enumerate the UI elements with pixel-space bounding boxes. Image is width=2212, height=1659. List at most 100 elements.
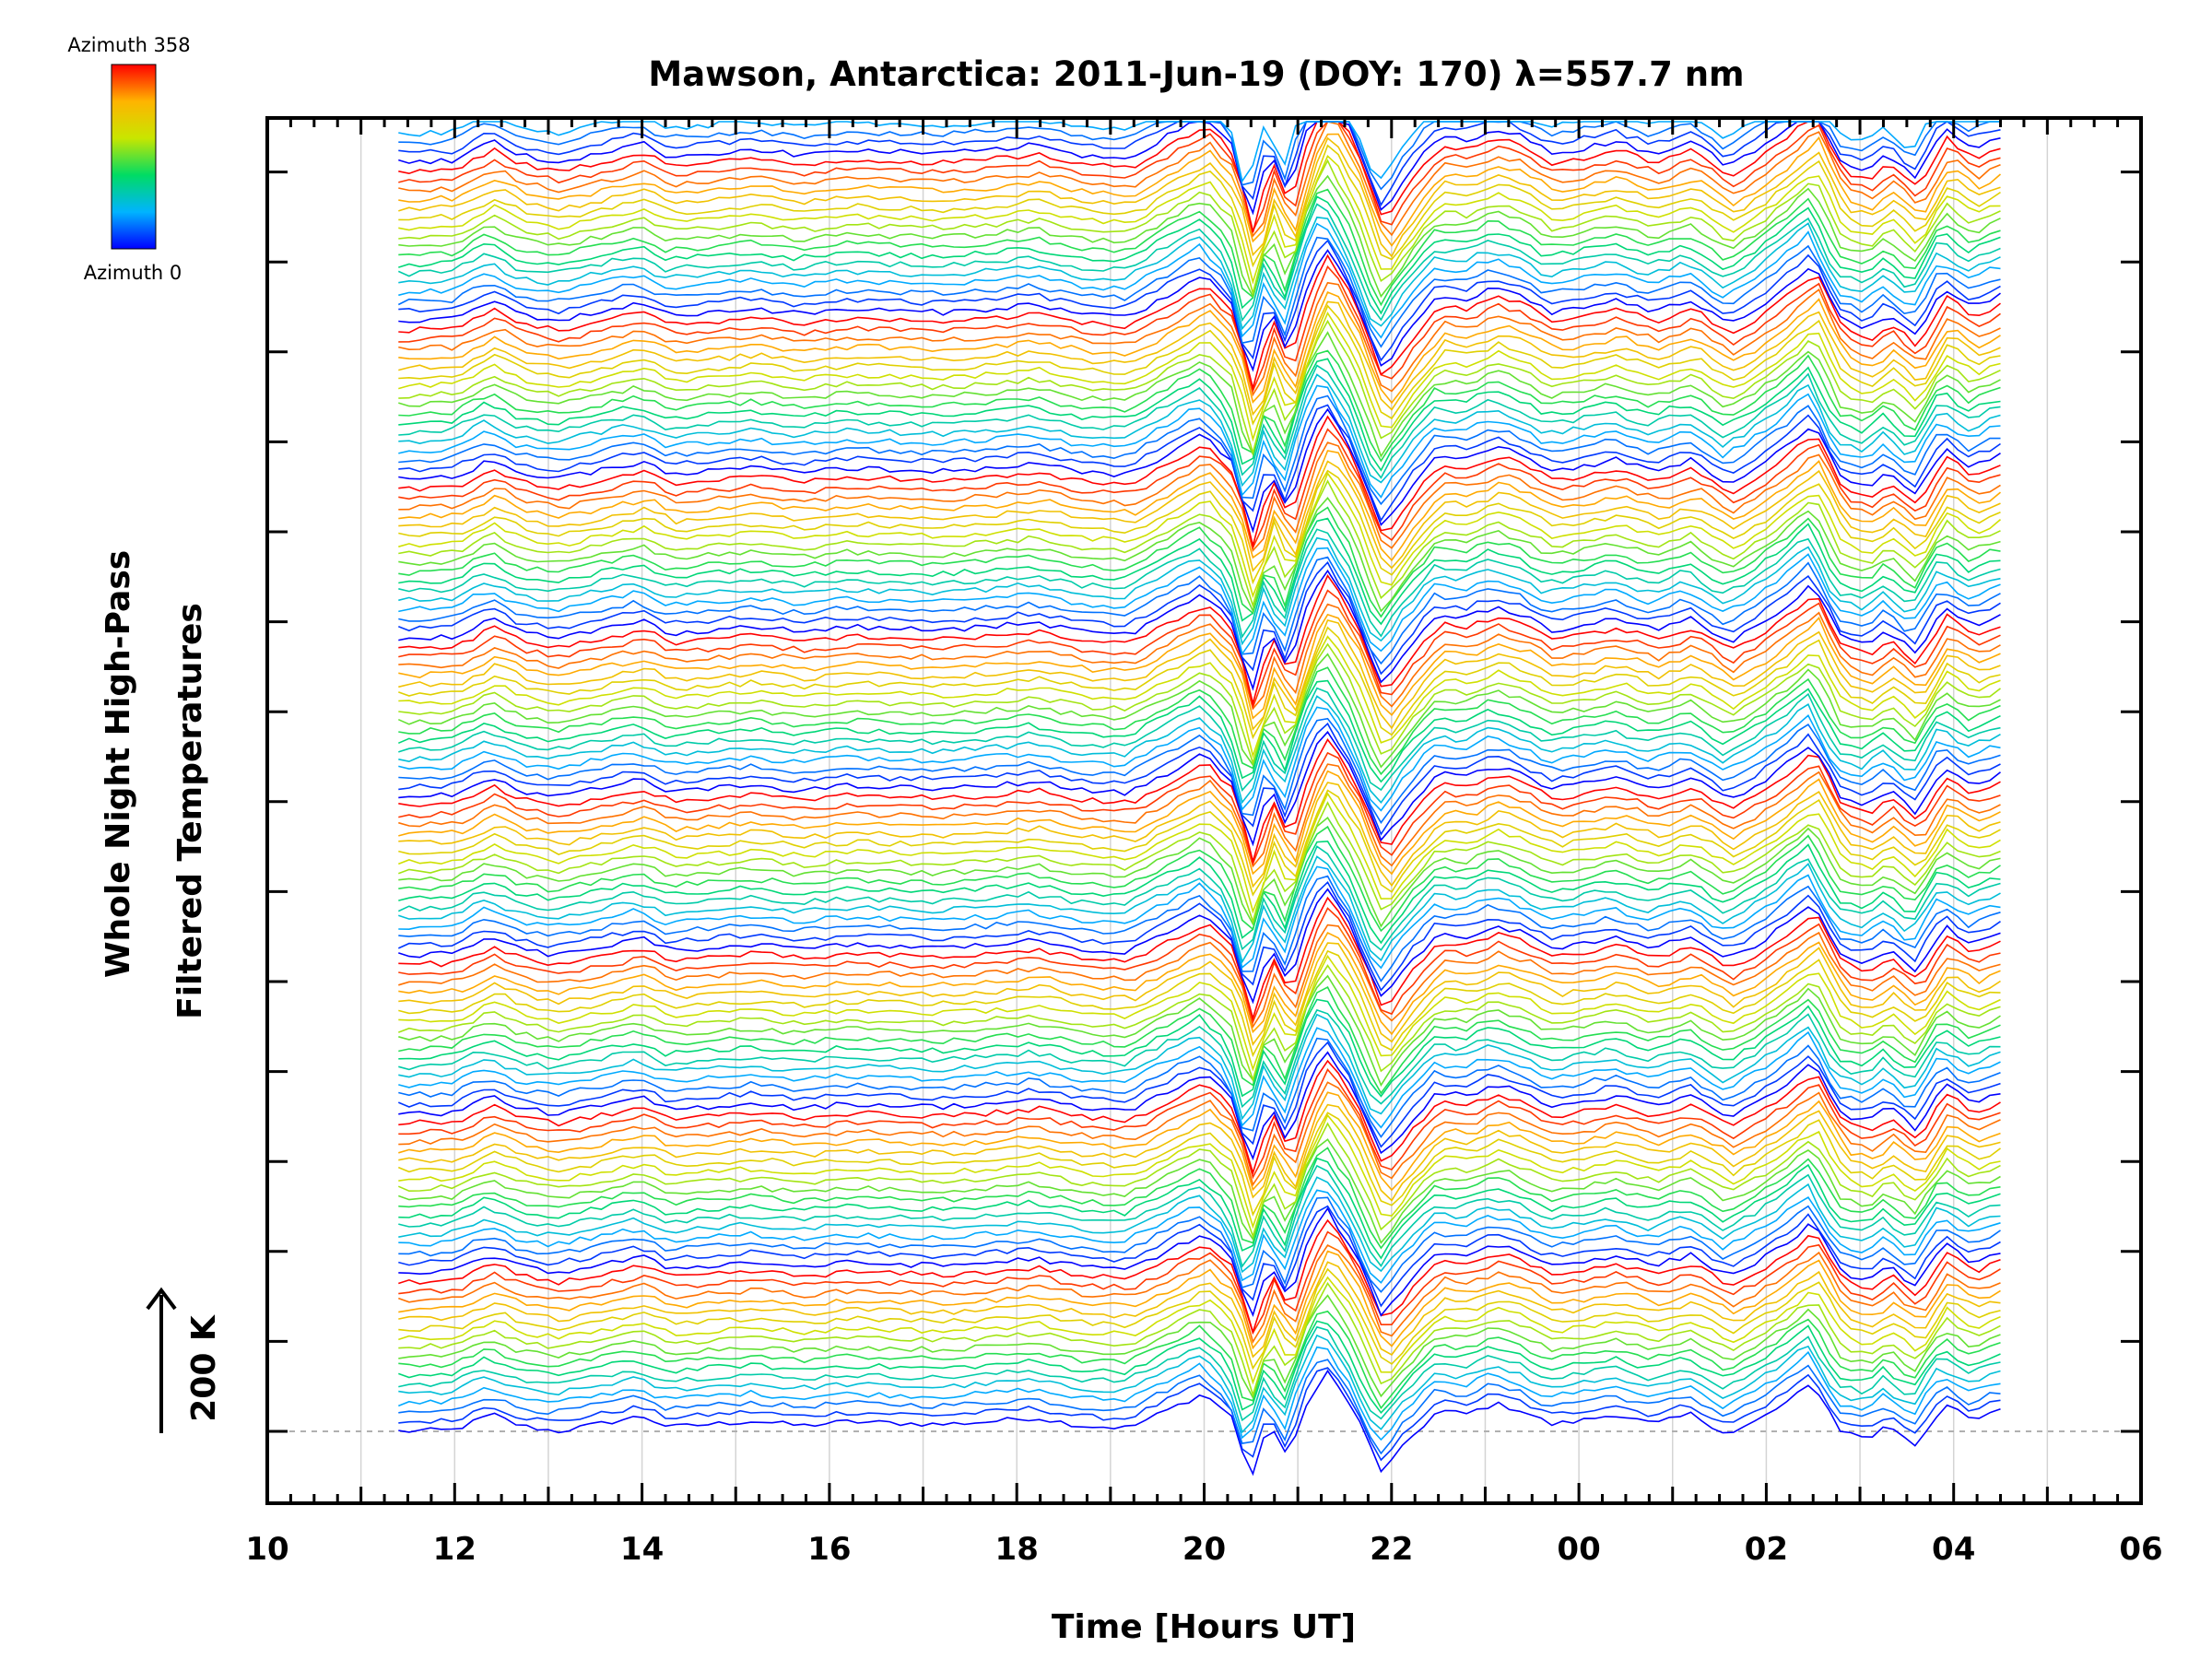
- x-tick-label: 00: [1557, 1531, 1600, 1568]
- temperature-trace: [398, 547, 2001, 656]
- temperature-trace: [398, 460, 2001, 572]
- temperature-trace: [398, 188, 2001, 307]
- temperature-trace: [398, 907, 2001, 1025]
- temperature-traces: [397, 121, 2002, 1477]
- temperature-trace: [398, 121, 2001, 233]
- temperature-trace: [398, 840, 2001, 945]
- temperature-trace: [398, 1081, 2001, 1187]
- temperature-trace: [397, 1041, 2001, 1148]
- temperature-trace: [398, 603, 2001, 711]
- temperature-trace: [398, 635, 2001, 759]
- temperature-trace: [398, 159, 2001, 297]
- temperature-trace: [398, 195, 2001, 315]
- temperature-trace: [398, 763, 2001, 868]
- temperature-trace: [398, 373, 2001, 488]
- y-axis-label-line1: Whole Night High-Pass: [100, 550, 137, 978]
- temperature-trace: [398, 706, 2001, 812]
- temperature-trace: [398, 121, 2001, 233]
- temperature-trace: [398, 216, 2001, 331]
- temperature-trace: [398, 1176, 2001, 1274]
- temperature-trace: [398, 1230, 2001, 1335]
- temperature-trace: [398, 1091, 2001, 1192]
- temperature-trace: [398, 358, 2001, 472]
- temperature-trace: [398, 865, 2001, 970]
- temperature-trace: [398, 717, 2001, 824]
- temperature-trace: [398, 121, 2001, 183]
- temperature-trace: [398, 471, 2002, 599]
- x-tick-label: 20: [1182, 1531, 1226, 1568]
- hour-lines: [359, 120, 2049, 1501]
- temperature-trace: [398, 1206, 2001, 1318]
- temperature-trace: [398, 384, 2001, 499]
- temperature-trace: [398, 265, 2001, 394]
- temperature-trace: [398, 506, 2001, 618]
- x-tick-label: 02: [1745, 1531, 1788, 1568]
- temperature-trace: [398, 311, 2001, 442]
- temperature-trace: [398, 249, 2001, 372]
- temperature-trace: [398, 536, 2001, 646]
- temperature-trace: [398, 695, 2001, 805]
- temperature-trace: [397, 1346, 2001, 1441]
- temperature-trace: [398, 479, 2001, 608]
- temperature-trace: [398, 770, 2001, 876]
- temperature-trace: [398, 619, 2001, 731]
- temperature-trace: [398, 1059, 2001, 1176]
- temperature-trace: [398, 1013, 2001, 1121]
- temperature-trace: [398, 1261, 2001, 1359]
- temperature-trace: [398, 1276, 2001, 1385]
- colorbar-top-label: Azimuth 358: [67, 34, 190, 56]
- temperature-trace: [398, 290, 2001, 405]
- temperature-trace: [398, 517, 2001, 626]
- temperature-trace: [398, 1164, 2001, 1268]
- temperature-trace: [398, 1218, 2001, 1335]
- temperature-trace: [398, 394, 2001, 506]
- temperature-trace: [397, 679, 2001, 783]
- x-tick-label: 12: [433, 1531, 477, 1568]
- chart-title: Mawson, Antarctica: 2011-Jun-19 (DOY: 17…: [648, 54, 1744, 94]
- axis-ticks: [265, 118, 2143, 1503]
- temperature-trace: [398, 792, 2001, 914]
- temperature-trace: [397, 203, 2001, 323]
- temperature-trace: [398, 407, 2001, 534]
- temperature-trace: [398, 1008, 2001, 1109]
- temperature-trace: [398, 300, 2001, 417]
- temperature-trace: [398, 817, 2001, 928]
- temperature-trace: [398, 1103, 2001, 1202]
- temperature-trace: [398, 560, 2001, 676]
- temperature-trace: [398, 450, 2002, 562]
- temperature-trace: [398, 1068, 2001, 1180]
- temperature-trace: [397, 881, 2001, 992]
- temperature-trace: [398, 738, 2001, 865]
- temperature-trace: [398, 1205, 2001, 1308]
- temperature-trace: [398, 319, 2001, 456]
- temperature-trace: [398, 1051, 2001, 1160]
- temperature-trace: [397, 1122, 2001, 1239]
- temperature-trace: [397, 653, 2001, 769]
- x-axis-label: Time [Hours UT]: [1052, 1608, 1356, 1646]
- temperature-trace: [398, 1367, 2001, 1462]
- temperature-trace: [398, 855, 2001, 964]
- y-axis-label-line2: Filtered Temperatures: [171, 603, 209, 1019]
- temperature-trace: [398, 174, 2001, 299]
- temperature-trace: [398, 986, 2001, 1095]
- temperature-trace: [398, 1113, 2001, 1230]
- temperature-trace: [398, 528, 2001, 639]
- temperature-trace: [398, 1037, 2001, 1138]
- temperature-trace: [398, 222, 2001, 339]
- temperature-trace: [398, 556, 2001, 665]
- temperature-trace: [398, 136, 2001, 258]
- temperature-trace: [398, 789, 2001, 897]
- temperature-trace: [398, 349, 2001, 463]
- temperature-trace: [398, 1267, 2001, 1371]
- x-tick-label: 16: [807, 1531, 851, 1568]
- temperature-trace: [398, 121, 2001, 238]
- temperature-trace: [398, 1243, 2001, 1344]
- temperature-trace: [398, 1157, 2001, 1260]
- temperature-trace: [398, 949, 2001, 1058]
- temperature-trace: [398, 666, 2001, 776]
- x-tick-label: 10: [245, 1531, 288, 1568]
- temperature-trace: [398, 1281, 2001, 1398]
- temperature-trace: [398, 281, 2001, 397]
- temperature-trace: [398, 404, 2001, 523]
